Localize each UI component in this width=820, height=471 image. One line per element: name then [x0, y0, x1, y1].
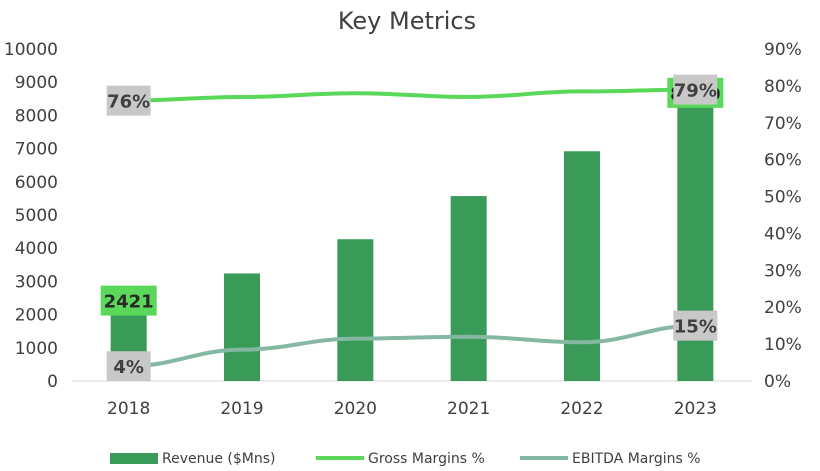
margin-lines: [126, 87, 698, 369]
revenue-bar: [564, 151, 600, 381]
data-label-text: 76%: [107, 92, 150, 113]
y-right-tick-label: 60%: [764, 151, 802, 171]
data-label-box: [106, 85, 151, 116]
y-right-tick-label: 50%: [764, 188, 802, 208]
legend-label: Gross Margins %: [368, 451, 485, 467]
y-right-tick-label: 80%: [764, 77, 802, 97]
y-left-tick-label: 5000: [15, 206, 58, 226]
x-axis: 2018 2019 2020 2021 2022 2023: [107, 399, 717, 419]
y-axis-left: 0 1000 2000 3000 4000 5000 6000 7000 8000 9000 100…: [4, 40, 58, 392]
data-label-box: [100, 285, 157, 316]
legend-item: Gross Margins %: [316, 451, 485, 467]
legend: Revenue ($Mns) Gross Margins % EBITDA Marg…: [110, 451, 701, 467]
data-label-text: 2421: [104, 292, 154, 313]
x-tick-label: 2022: [560, 399, 603, 419]
y-right-tick-label: 40%: [764, 224, 802, 244]
x-tick-label: 2019: [220, 399, 263, 419]
legend-label: Revenue ($Mns): [162, 451, 276, 467]
y-left-tick-label: 10000: [4, 40, 58, 60]
data-label-box: [673, 310, 718, 341]
data-label: 15%: [673, 310, 718, 341]
ebitda-margin-line: [126, 323, 698, 369]
gross-margin-line: [126, 87, 698, 103]
y-right-tick-label: 70%: [764, 114, 802, 134]
data-label-text: 79%: [674, 81, 717, 102]
data-label-text: 4%: [113, 357, 144, 378]
y-left-tick-label: 8000: [15, 106, 58, 126]
data-label: 79%: [673, 74, 718, 105]
y-left-tick-label: 1000: [15, 339, 58, 359]
y-left-tick-label: 4000: [15, 239, 58, 259]
legend-label: EBITDA Margins %: [572, 451, 701, 467]
data-labels: 2421868076%79%4%15%: [100, 74, 724, 382]
data-label-box: [106, 351, 151, 382]
y-left-tick-label: 0: [47, 372, 58, 392]
y-left-tick-label: 6000: [15, 173, 58, 193]
revenue-bar: [224, 273, 260, 381]
legend-swatch: [110, 453, 158, 464]
revenue-bar: [337, 239, 374, 381]
y-left-tick-label: 7000: [15, 140, 58, 160]
data-label: 2421: [100, 285, 157, 316]
y-left-tick-label: 2000: [15, 306, 58, 326]
y-right-tick-label: 10%: [764, 335, 802, 355]
data-label-box: [673, 74, 718, 105]
legend-item: Revenue ($Mns): [110, 451, 276, 467]
y-right-tick-label: 90%: [764, 40, 802, 60]
y-left-tick-label: 3000: [15, 272, 58, 292]
x-tick-label: 2018: [107, 399, 150, 419]
y-left-tick-label: 9000: [15, 73, 58, 93]
y-axis-right: 0% 10% 20% 30% 40% 50% 60% 70% 80% 90%: [764, 40, 802, 392]
y-right-tick-label: 30%: [764, 261, 802, 281]
y-right-tick-label: 0%: [764, 372, 791, 392]
data-label: 4%: [106, 351, 151, 382]
revenue-bar: [450, 196, 487, 381]
data-label-text: 15%: [674, 317, 717, 338]
y-right-tick-label: 20%: [764, 298, 802, 318]
chart-title: Key Metrics: [338, 7, 476, 35]
x-tick-label: 2021: [447, 399, 490, 419]
x-tick-label: 2023: [674, 399, 717, 419]
legend-item: EBITDA Margins %: [520, 451, 701, 467]
x-tick-label: 2020: [334, 399, 377, 419]
data-label: 76%: [106, 85, 151, 116]
